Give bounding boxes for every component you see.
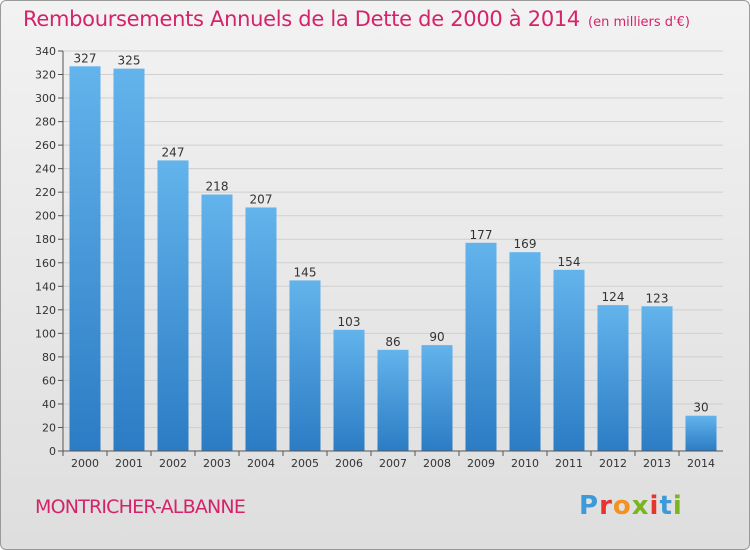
- y-tick-label: 120: [35, 304, 56, 317]
- bar: [69, 66, 101, 451]
- bar: [685, 415, 717, 451]
- x-tick-label: 2013: [643, 457, 671, 470]
- y-tick-label: 180: [35, 233, 56, 246]
- x-tick-label: 2007: [379, 457, 407, 470]
- y-tick-label: 300: [35, 92, 56, 105]
- x-tick-label: 2002: [159, 457, 187, 470]
- y-tick-label: 200: [35, 210, 56, 223]
- bar: [465, 242, 497, 451]
- data-label: 207: [250, 192, 273, 206]
- x-tick-label: 2001: [115, 457, 143, 470]
- proxiti-logo[interactable]: Proxiti: [579, 491, 683, 521]
- bar: [201, 194, 233, 451]
- bar: [113, 68, 145, 451]
- commune-name: MONTRICHER-ALBANNE: [35, 496, 246, 518]
- logo-letter: o: [612, 491, 632, 521]
- y-tick-label: 240: [35, 163, 56, 176]
- data-label: 124: [602, 290, 625, 304]
- y-tick-label: 320: [35, 69, 56, 82]
- bar: [245, 207, 277, 451]
- x-tick-label: 2005: [291, 457, 319, 470]
- data-label: 145: [294, 265, 317, 279]
- bar: [509, 252, 541, 451]
- bar: [421, 345, 453, 451]
- logo-letter: i: [649, 491, 660, 521]
- axes: [58, 50, 723, 456]
- data-label: 154: [558, 255, 581, 269]
- data-label: 90: [429, 330, 444, 344]
- title-text: Remboursements Annuels de la Dette de 20…: [23, 7, 580, 31]
- logo-letter: t: [659, 491, 673, 521]
- logo-letter: r: [599, 491, 613, 521]
- data-label: 103: [338, 315, 361, 329]
- y-tick-label: 220: [35, 186, 56, 199]
- x-tick-label: 2000: [71, 457, 99, 470]
- y-tick-label: 80: [42, 351, 56, 364]
- y-tick-label: 20: [42, 421, 56, 434]
- x-tick-label: 2008: [423, 457, 451, 470]
- data-label: 169: [514, 237, 537, 251]
- x-tick-label: 2006: [335, 457, 363, 470]
- logo-letter: P: [579, 491, 600, 521]
- data-label: 327: [74, 51, 97, 65]
- x-tick-label: 2012: [599, 457, 627, 470]
- x-tick-label: 2011: [555, 457, 583, 470]
- data-label: 247: [162, 145, 185, 159]
- logo-letter: x: [631, 491, 650, 521]
- y-tick-label: 0: [49, 445, 56, 458]
- bar: [157, 160, 189, 452]
- bars: [69, 66, 717, 452]
- chart-title: Remboursements Annuels de la Dette de 20…: [23, 7, 690, 31]
- bar: [289, 280, 321, 451]
- bar: [553, 269, 585, 451]
- data-label: 123: [646, 291, 669, 305]
- data-label: 177: [470, 228, 493, 242]
- y-tick-label: 260: [35, 139, 56, 152]
- y-tick-label: 280: [35, 116, 56, 129]
- x-tick-label: 2004: [247, 457, 275, 470]
- data-label: 325: [118, 54, 141, 68]
- logo-letter: i: [672, 491, 683, 521]
- bar: [377, 349, 409, 451]
- chart-subtitle: (en milliers d'€): [588, 15, 690, 30]
- y-tick-label: 40: [42, 398, 56, 411]
- bar: [597, 305, 629, 451]
- y-tick-label: 100: [35, 327, 56, 340]
- labels: 0 20 40 60 80 100 120 140 160 180 200 220 240 260 280 3…: [35, 45, 715, 470]
- x-tick-label: 2014: [687, 457, 715, 470]
- y-tick-label: 140: [35, 280, 56, 293]
- x-tick-label: 2010: [511, 457, 539, 470]
- data-label: 218: [206, 180, 229, 194]
- x-tick-label: 2003: [203, 457, 231, 470]
- data-label: 30: [693, 401, 708, 415]
- y-tick-label: 160: [35, 257, 56, 270]
- bar: [641, 306, 673, 451]
- y-tick-label: 340: [35, 45, 56, 58]
- data-label: 86: [385, 335, 400, 349]
- bar: [333, 329, 365, 451]
- x-tick-label: 2009: [467, 457, 495, 470]
- y-tick-label: 60: [42, 374, 56, 387]
